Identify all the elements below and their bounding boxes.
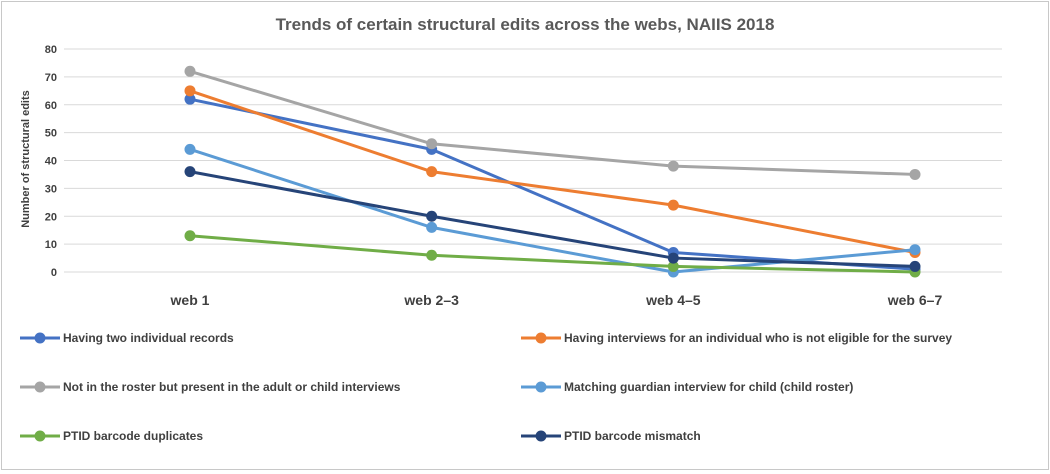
data-point xyxy=(909,168,921,180)
x-tick-label: web 1 xyxy=(170,292,210,308)
legend-marker xyxy=(535,430,547,442)
y-tick-label: 20 xyxy=(45,211,57,223)
series-lines xyxy=(184,65,921,278)
data-point xyxy=(426,166,438,178)
legend-marker xyxy=(535,332,547,344)
series-6 xyxy=(184,166,921,272)
chart-title: Trends of certain structural edits acros… xyxy=(276,15,775,34)
legend-label: PTID barcode mismatch xyxy=(564,429,701,443)
legend-marker xyxy=(535,381,547,393)
legend-marker xyxy=(34,430,46,442)
data-point xyxy=(426,210,438,222)
data-point xyxy=(667,260,679,272)
data-point xyxy=(184,65,196,77)
series-4 xyxy=(184,143,921,278)
data-point xyxy=(426,138,438,150)
data-point xyxy=(184,166,196,178)
data-point xyxy=(184,230,196,242)
y-tick-label: 0 xyxy=(51,267,57,279)
legend-item: PTID barcode mismatch xyxy=(521,429,701,443)
series-line xyxy=(189,69,916,176)
legend-label: PTID barcode duplicates xyxy=(63,429,203,443)
legend-label: Matching guardian interview for child (c… xyxy=(564,380,853,394)
legend-marker xyxy=(34,381,46,393)
legend: Having two individual records Having inte… xyxy=(20,331,952,443)
data-point xyxy=(184,85,196,97)
y-tick-label: 30 xyxy=(45,183,57,195)
data-point xyxy=(667,160,679,172)
data-point xyxy=(667,199,679,211)
series-3 xyxy=(184,65,921,180)
x-tick-label: web 4–5 xyxy=(645,292,701,308)
data-point xyxy=(667,252,679,264)
legend-label: Not in the roster but present in the adu… xyxy=(63,380,401,394)
legend-item: Not in the roster but present in the adu… xyxy=(20,380,401,394)
legend-item: Matching guardian interview for child (c… xyxy=(521,380,853,394)
legend-item: PTID barcode duplicates xyxy=(20,429,203,443)
x-tick-label: web 2–3 xyxy=(403,292,459,308)
y-tick-label: 50 xyxy=(45,128,57,140)
legend-label: Having two individual records xyxy=(63,331,234,345)
x-tick-label: web 6–7 xyxy=(887,292,943,308)
y-axis-ticks: 0 10 20 30 40 50 60 70 80 xyxy=(45,44,57,279)
data-point xyxy=(184,93,196,105)
legend-item: Having interviews for an individual who … xyxy=(521,331,952,345)
series-line xyxy=(189,234,916,274)
data-point xyxy=(909,260,921,272)
series-line xyxy=(189,147,916,274)
y-tick-label: 60 xyxy=(45,100,57,112)
series-line xyxy=(189,89,916,254)
legend-label: Having interviews for an individual who … xyxy=(564,331,952,345)
y-tick-label: 10 xyxy=(45,239,57,251)
y-tick-label: 80 xyxy=(45,44,57,56)
y-tick-label: 40 xyxy=(45,156,57,168)
y-axis-label: Number of structural edits xyxy=(20,90,32,228)
data-point xyxy=(909,244,921,256)
legend-marker xyxy=(34,332,46,344)
data-point xyxy=(426,249,438,261)
x-axis-ticks: web 1 web 2–3 web 4–5 web 6–7 xyxy=(170,292,943,308)
data-point xyxy=(184,143,196,155)
data-point xyxy=(426,221,438,233)
gridlines xyxy=(64,48,1002,273)
y-tick-label: 70 xyxy=(45,72,57,84)
legend-item: Having two individual records xyxy=(20,331,234,345)
series-line xyxy=(189,170,916,268)
